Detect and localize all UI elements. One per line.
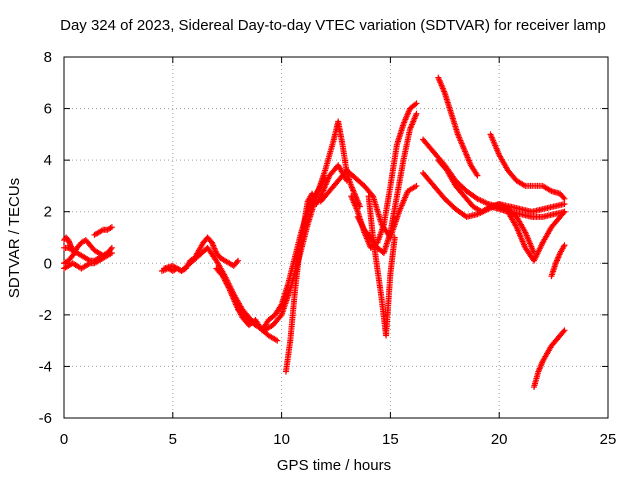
data-point (412, 101, 419, 108)
data-point (108, 244, 115, 251)
x-tick-label: 15 (382, 431, 399, 448)
data-point (474, 172, 481, 179)
x-tick-label: 5 (169, 431, 177, 448)
data-point (343, 177, 350, 184)
data-point (235, 257, 242, 264)
data-point (274, 337, 281, 344)
data-point (560, 210, 567, 217)
data-point (561, 208, 568, 215)
series-sat-v (531, 327, 568, 391)
data-point (107, 246, 114, 253)
series-sat-k (317, 167, 420, 241)
chart-title: Day 324 of 2023, Sidereal Day-to-day VTE… (60, 17, 606, 34)
y-tick-label: 2 (44, 204, 52, 221)
x-tick-label: 20 (491, 431, 508, 448)
series-sat-u (548, 242, 568, 280)
data-point (104, 249, 111, 256)
data-point (233, 258, 240, 265)
y-axis-label: SDTVAR / TECUs (6, 178, 23, 298)
data-point (561, 195, 568, 202)
data-points (61, 74, 568, 391)
data-point (413, 182, 420, 189)
x-tick-label: 0 (60, 431, 68, 448)
y-tick-label: -2 (39, 307, 52, 324)
data-point (560, 328, 567, 335)
grid-lines (64, 57, 608, 418)
data-point (561, 327, 568, 334)
series-sat-t (487, 203, 568, 264)
data-point (391, 234, 398, 241)
series-sat-m (365, 193, 398, 339)
data-point (413, 110, 420, 117)
series-sat-j (282, 162, 350, 375)
series-sat-e (91, 224, 115, 238)
y-tick-label: 6 (44, 101, 52, 118)
y-tick-label: 8 (44, 49, 52, 66)
data-point (69, 247, 76, 254)
x-axis-label: GPS time / hours (277, 457, 391, 474)
data-point (108, 224, 115, 231)
x-tick-label: 10 (273, 431, 290, 448)
data-point (561, 242, 568, 249)
y-tick-label: 0 (44, 255, 52, 272)
x-tick-label: 25 (600, 431, 617, 448)
series-sat-l (348, 100, 420, 251)
series-sat-n (354, 110, 420, 256)
data-point (560, 194, 567, 201)
series-sat-p (420, 170, 568, 220)
tick-labels: 0 5 10 15 20 25 -6 -4 -2 0 2 4 6 8 (39, 49, 617, 448)
y-tick-label: 4 (44, 152, 52, 169)
data-point (561, 200, 568, 207)
y-tick-label: -4 (39, 358, 52, 375)
y-tick-label: -6 (39, 410, 52, 427)
series-sat-c (61, 237, 111, 267)
series-sat-i (235, 118, 363, 334)
data-point (413, 100, 420, 107)
series-sat-s (487, 131, 568, 202)
series-sat-d (61, 234, 76, 254)
series-sat-q (435, 74, 481, 179)
